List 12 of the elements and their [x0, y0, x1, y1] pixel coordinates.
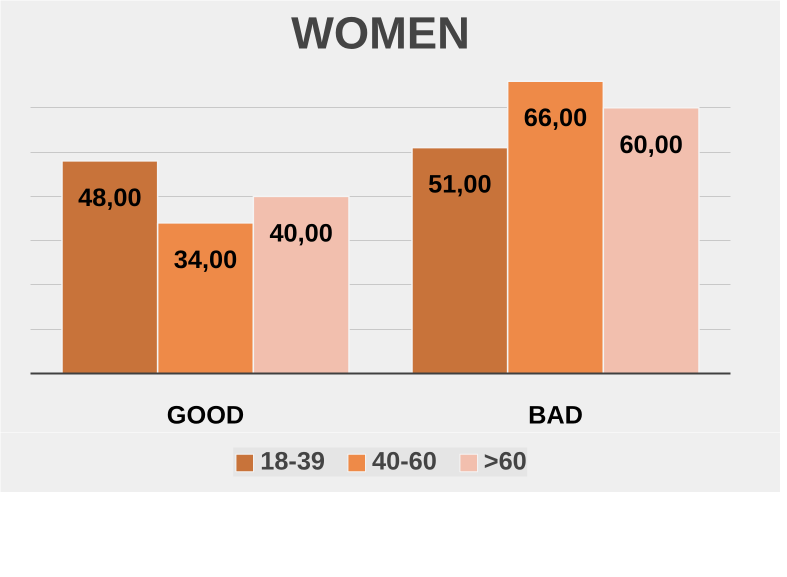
- data-label: 34,00: [174, 246, 238, 274]
- legend-label: 18-39: [260, 448, 326, 476]
- legend-label: 40-60: [372, 448, 437, 476]
- x-tick-label: BAD: [528, 402, 583, 430]
- data-label: 66,00: [524, 104, 588, 132]
- data-label: 48,00: [78, 184, 142, 212]
- data-label: 60,00: [619, 130, 683, 159]
- x-tick-label: GOOD: [166, 402, 244, 430]
- data-label: 51,00: [428, 170, 492, 199]
- chart-title: WOMEN: [291, 8, 470, 58]
- data-label: 40,00: [269, 219, 333, 248]
- legend-label: >60: [484, 448, 527, 476]
